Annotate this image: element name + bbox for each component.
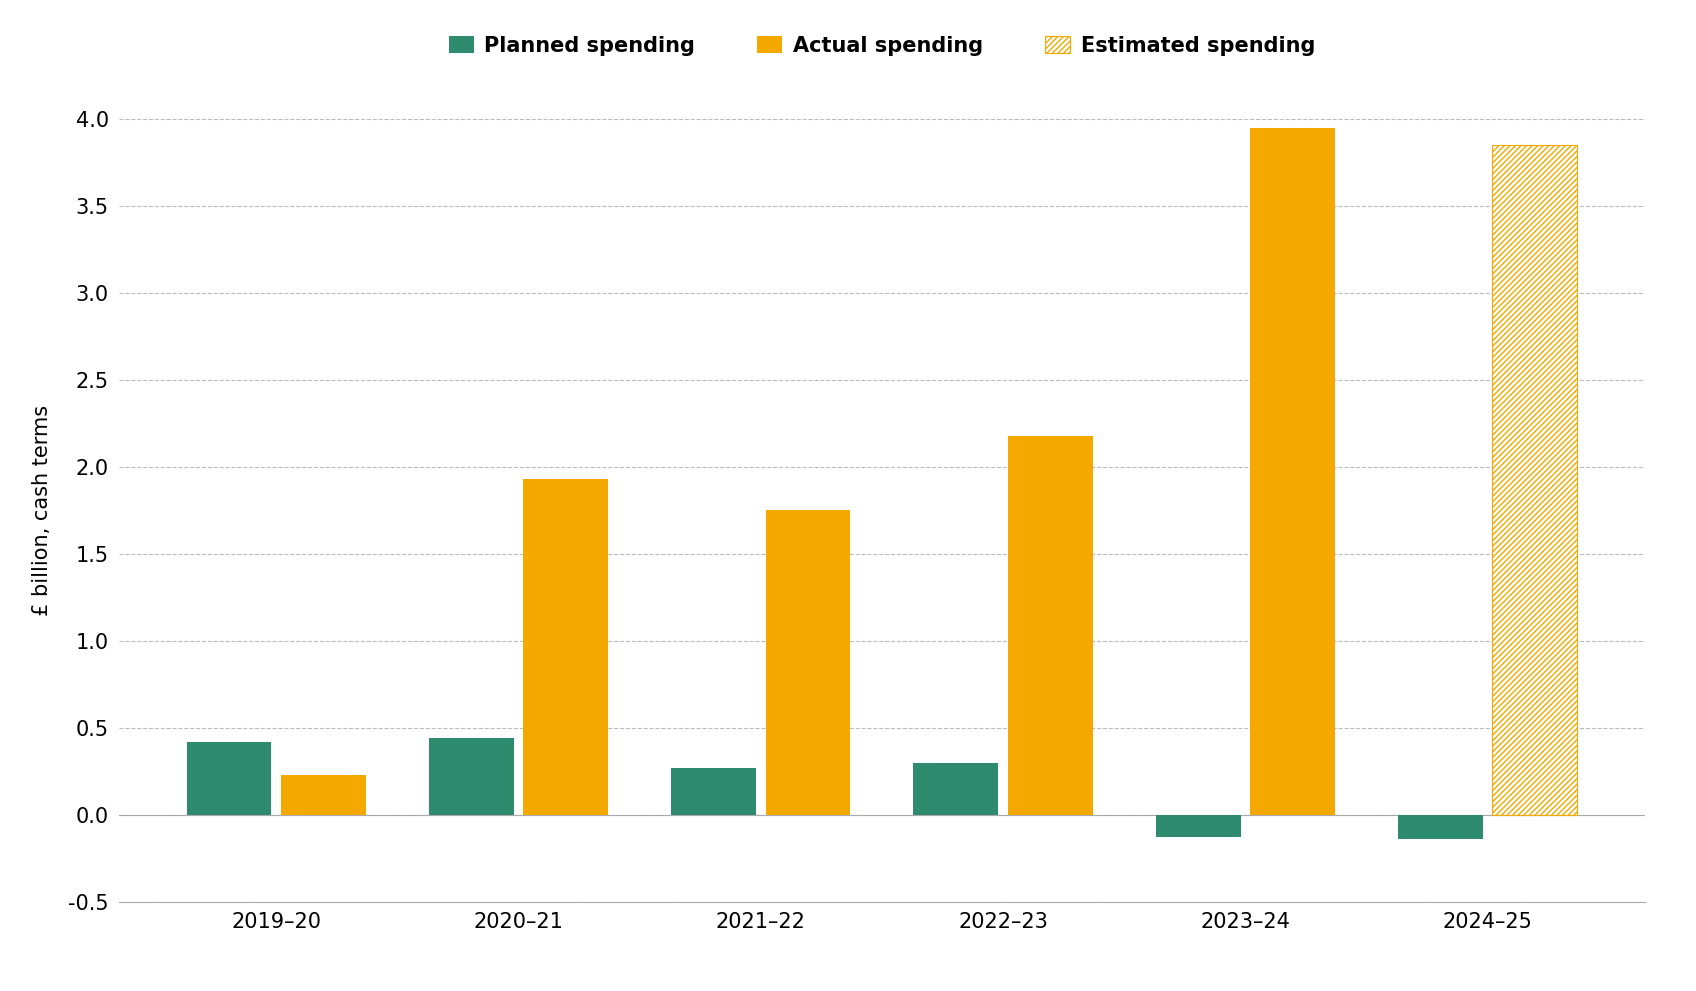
Legend: Planned spending, Actual spending, Estimated spending: Planned spending, Actual spending, Estim…: [441, 28, 1323, 64]
Bar: [282, 775, 366, 815]
Bar: [429, 738, 514, 815]
Bar: [672, 768, 756, 815]
Bar: [1398, 815, 1482, 839]
Bar: [524, 479, 609, 815]
Bar: [1007, 436, 1092, 815]
Y-axis label: £ billion, cash terms: £ billion, cash terms: [32, 404, 51, 616]
Bar: [765, 510, 850, 815]
Bar: [187, 741, 271, 815]
Bar: [1155, 815, 1240, 837]
Bar: [1250, 128, 1335, 815]
Bar: [914, 763, 999, 815]
Bar: [1492, 145, 1577, 815]
